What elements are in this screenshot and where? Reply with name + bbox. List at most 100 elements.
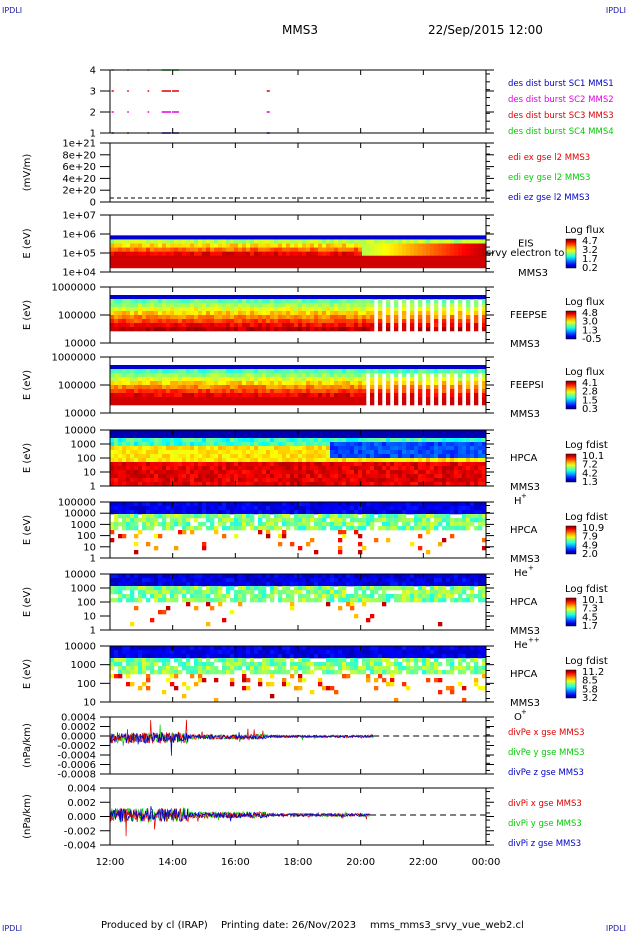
heatmap-cell xyxy=(394,458,399,463)
heatmap-cell xyxy=(162,450,167,455)
heatmap-cell xyxy=(150,365,155,370)
heatmap-cell xyxy=(242,247,247,252)
heatmap-cell xyxy=(238,259,243,265)
heatmap-cell xyxy=(410,474,415,479)
heatmap-cell xyxy=(154,401,159,406)
heatmap-cell xyxy=(434,458,439,463)
heatmap-cell xyxy=(310,586,315,591)
heatmap-cell xyxy=(258,526,263,531)
heatmap-cell xyxy=(250,315,255,320)
heatmap-cell xyxy=(246,590,251,595)
heatmap-cell xyxy=(154,446,159,451)
heatmap-cell xyxy=(178,327,183,332)
heatmap-cell xyxy=(110,522,115,527)
heatmap-cell xyxy=(182,510,187,515)
instrument-label: HPCA xyxy=(510,525,538,536)
heatmap-cell xyxy=(334,510,339,515)
heatmap-cell xyxy=(418,397,423,402)
heatmap-cell xyxy=(166,327,171,332)
heatmap-cell xyxy=(446,295,451,300)
heatmap-cell xyxy=(350,369,355,374)
heatmap-cell xyxy=(322,397,327,402)
heatmap-cell xyxy=(198,235,203,240)
heatmap-cell xyxy=(250,259,255,265)
heatmap-cell xyxy=(246,466,251,471)
heatmap-cell xyxy=(150,518,155,523)
heatmap-cell xyxy=(342,263,347,269)
heatmap-cell xyxy=(454,522,459,527)
heatmap-cell xyxy=(402,251,407,257)
heatmap-cell xyxy=(282,534,287,539)
heatmap-cell xyxy=(418,389,423,394)
heatmap-cell xyxy=(406,474,411,479)
heatmap-cell xyxy=(338,506,343,511)
heatmap-cell xyxy=(330,478,335,483)
heatmap-cell xyxy=(230,450,235,455)
heatmap-cell xyxy=(386,458,391,463)
heatmap-cell xyxy=(218,299,223,304)
heatmap-cell xyxy=(410,235,415,240)
heatmap-cell xyxy=(118,510,123,515)
heatmap-cell xyxy=(478,462,483,467)
heatmap-cell xyxy=(170,430,175,435)
heatmap-cell xyxy=(482,434,487,439)
heatmap-cell xyxy=(266,574,271,579)
heatmap-cell xyxy=(378,470,383,475)
heatmap-cell xyxy=(378,506,383,511)
heatmap-cell xyxy=(182,454,187,459)
heatmap-cell xyxy=(286,251,291,257)
heatmap-cell xyxy=(262,446,267,451)
heatmap-cell xyxy=(346,446,351,451)
heatmap-cell xyxy=(226,239,231,244)
heatmap-cell xyxy=(286,454,291,459)
heatmap-cell xyxy=(254,303,259,308)
heatmap-cell xyxy=(394,482,399,487)
heatmap-cell xyxy=(298,474,303,479)
heatmap-cell xyxy=(310,373,315,378)
heatmap-cell xyxy=(410,323,415,328)
heatmap-cell xyxy=(370,235,375,240)
heatmap-cell xyxy=(186,438,191,443)
heatmap-cell xyxy=(462,235,467,240)
heatmap-cell xyxy=(126,393,131,398)
heatmap-cell xyxy=(262,327,267,332)
heatmap-cell xyxy=(178,450,183,455)
heatmap-cell xyxy=(238,315,243,320)
heatmap-cell xyxy=(150,526,155,531)
heatmap-cell xyxy=(410,263,415,269)
heatmap-cell xyxy=(358,373,363,378)
heatmap-cell xyxy=(394,247,399,252)
heatmap-cell xyxy=(314,502,319,507)
heatmap-cell xyxy=(354,385,359,390)
heatmap-cell xyxy=(190,259,195,265)
heatmap-cell xyxy=(154,502,159,507)
heatmap-cell xyxy=(110,458,115,463)
heatmap-cell xyxy=(450,251,455,257)
heatmap-cell xyxy=(218,438,223,443)
heatmap-cell xyxy=(182,247,187,252)
heatmap-cell xyxy=(390,526,395,531)
heatmap-cell xyxy=(482,518,487,523)
heatmap-cell xyxy=(286,510,291,515)
heatmap-cell xyxy=(162,514,167,519)
heatmap-cell xyxy=(206,590,211,595)
heatmap-cell xyxy=(298,393,303,398)
heatmap-cell xyxy=(110,510,115,515)
heatmap-cell xyxy=(266,393,271,398)
heatmap-cell xyxy=(482,247,487,252)
heatmap-cell xyxy=(274,247,279,252)
heatmap-cell xyxy=(226,251,231,257)
heatmap-cell xyxy=(466,239,471,244)
heatmap-cell xyxy=(442,397,447,402)
heatmap-cell xyxy=(254,393,259,398)
heatmap-cell xyxy=(458,458,463,463)
heatmap-cell xyxy=(142,251,147,257)
heatmap-cell xyxy=(110,502,115,507)
heatmap-cell xyxy=(126,430,131,435)
heatmap-cell xyxy=(446,263,451,269)
heatmap-cell xyxy=(254,373,259,378)
heatmap-cell xyxy=(398,369,403,374)
heatmap-cell xyxy=(118,470,123,475)
heatmap-cell xyxy=(174,323,179,328)
heatmap-cell xyxy=(390,369,395,374)
